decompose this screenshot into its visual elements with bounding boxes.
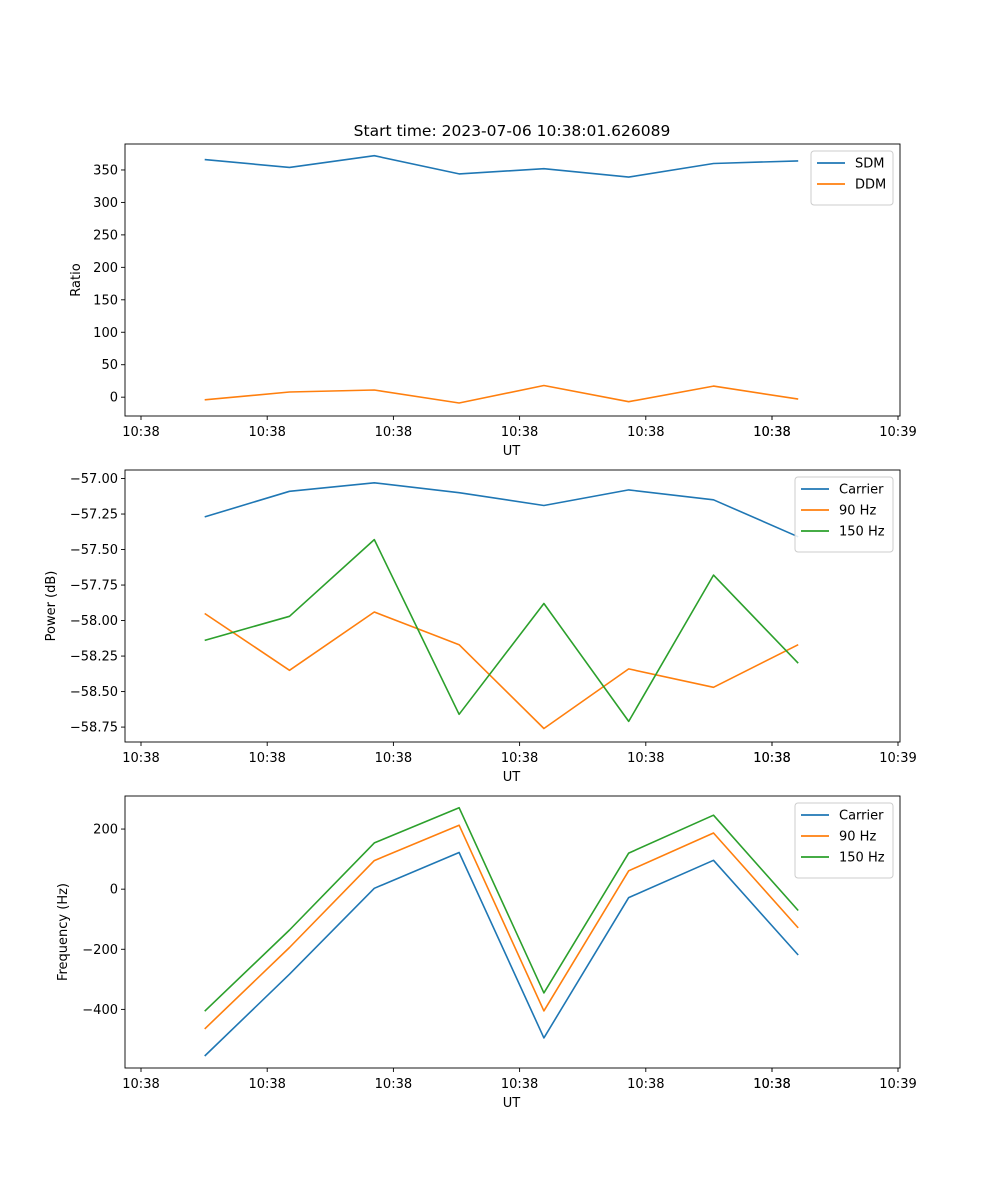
series-line-90-hz	[204, 824, 799, 1030]
y-tick-label: −58.75	[70, 721, 118, 736]
series-line-150-hz	[204, 806, 799, 1012]
series-line-ddm	[204, 384, 799, 404]
series-line-150-hz	[204, 538, 799, 723]
x-tick-label: 10:38	[122, 1077, 159, 1092]
y-tick-label: 0	[110, 883, 118, 898]
x-tick-label: 10:38	[753, 1077, 790, 1092]
y-axis-label: Power (dB)	[44, 571, 59, 642]
legend-box	[794, 476, 894, 553]
legend-label: DDM	[855, 178, 886, 193]
legend-box	[810, 150, 894, 206]
axes-frame	[124, 143, 901, 417]
legend-label: 150 Hz	[839, 525, 885, 540]
x-tick-label: 10:38	[248, 425, 285, 440]
y-tick-label: 50	[101, 358, 118, 373]
subplot-2: −58.75 −58.50 −58.25 −58.00 −57.75 −57.50 −57.…	[44, 469, 917, 785]
figure-title: Start time: 2023-07-06 10:38:01.626089	[354, 122, 671, 140]
x-axis-label: UT	[503, 1096, 521, 1111]
y-tick-label: −400	[82, 1003, 118, 1018]
x-tick-label: 10:38	[501, 425, 538, 440]
x-tick-label: 10:38	[375, 751, 412, 766]
x-tick-label: 10:38	[753, 425, 790, 440]
x-tick-label: 10:38	[501, 751, 538, 766]
subplot-3: −400 −200 0 200 10:38 10:38 10:38 10:38 10:38 10:…	[56, 795, 917, 1111]
series-line-carrier	[204, 851, 799, 1057]
axes-frame	[124, 795, 901, 1069]
subplot-1: 0 50 100 150 200 250 300 350 10:38 10:38 10:38 10:3…	[69, 143, 917, 459]
x-tick-label: 10:38	[753, 751, 790, 766]
x-tick-label: 10:39	[879, 1077, 916, 1092]
y-tick-label: −57.25	[70, 508, 118, 523]
x-tick-label: 10:38	[753, 425, 790, 440]
legend-box	[794, 802, 894, 879]
y-tick-label: 200	[93, 261, 118, 276]
x-tick-label: 10:38	[248, 751, 285, 766]
x-tick-label: 10:38	[627, 425, 664, 440]
y-tick-label: −58.00	[70, 614, 118, 629]
legend-label: 150 Hz	[839, 851, 885, 866]
legend-label: 90 Hz	[839, 830, 876, 845]
legend-label: SDM	[855, 157, 884, 172]
x-tick-label: 10:38	[375, 1077, 412, 1092]
legend: Carrier 90 Hz 150 Hz	[794, 476, 894, 553]
legend-label: Carrier	[839, 809, 884, 824]
x-tick-label: 10:39	[879, 425, 916, 440]
x-tick-label: 10:39	[879, 751, 916, 766]
legend: SDM DDM	[810, 150, 894, 206]
x-axis-label: UT	[503, 444, 521, 459]
y-tick-label: 0	[110, 391, 118, 406]
y-axis-label: Frequency (Hz)	[56, 883, 71, 981]
x-tick-label: 10:38	[753, 751, 790, 766]
legend-label: 90 Hz	[839, 504, 876, 519]
legend: Carrier 90 Hz 150 Hz	[794, 802, 894, 879]
y-tick-label: −57.50	[70, 543, 118, 558]
x-tick-label: 10:38	[501, 1077, 538, 1092]
x-tick-label: 10:38	[375, 425, 412, 440]
series-line-sdm	[204, 154, 799, 178]
y-tick-label: 200	[93, 823, 118, 838]
y-tick-label: 250	[93, 228, 118, 243]
x-axis-label: UT	[503, 770, 521, 785]
series-line-carrier	[204, 481, 799, 538]
x-tick-label: 10:38	[122, 751, 159, 766]
legend-label: Carrier	[839, 483, 884, 498]
y-tick-label: 350	[93, 163, 118, 178]
y-tick-label: −57.00	[70, 472, 118, 487]
x-tick-label: 10:38	[627, 751, 664, 766]
y-tick-label: 100	[93, 326, 118, 341]
y-tick-label: −58.25	[70, 650, 118, 665]
y-tick-label: −58.50	[70, 685, 118, 700]
y-tick-label: −200	[82, 943, 118, 958]
y-tick-label: 150	[93, 293, 118, 308]
y-tick-label: −57.75	[70, 579, 118, 594]
y-axis-label: Ratio	[69, 263, 84, 296]
x-tick-label: 10:38	[248, 1077, 285, 1092]
series-line-90-hz	[204, 611, 799, 730]
y-tick-label: 300	[93, 196, 118, 211]
x-tick-label: 10:38	[122, 425, 159, 440]
axes-frame	[124, 469, 901, 743]
x-tick-label: 10:38	[753, 1077, 790, 1092]
x-tick-label: 10:38	[627, 1077, 664, 1092]
